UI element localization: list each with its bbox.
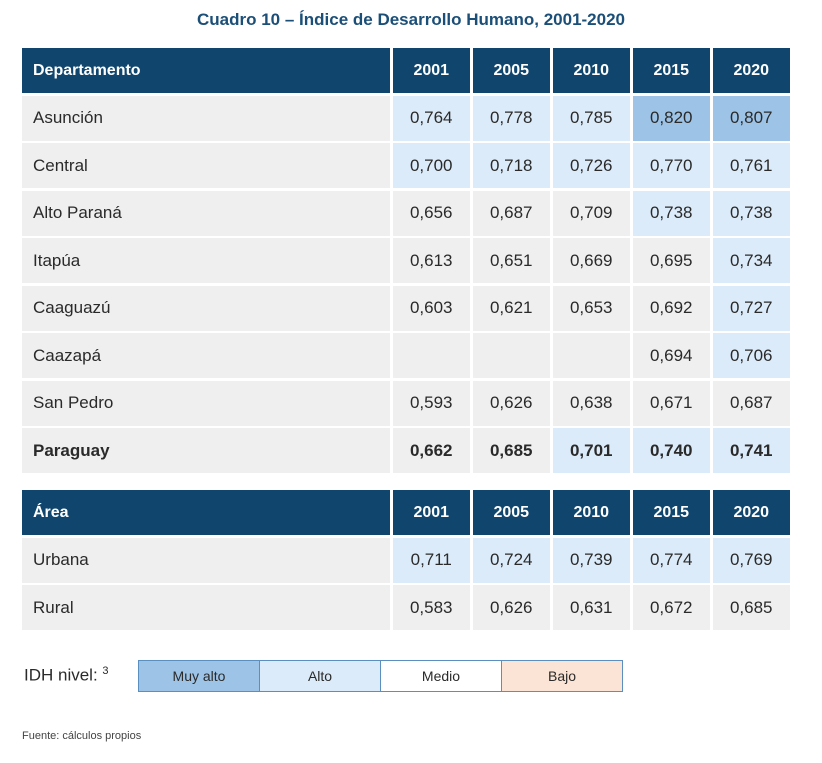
value-cell: 0,770 <box>632 143 710 188</box>
value-cell: 0,761 <box>712 143 790 188</box>
header-cell-2010: 2010 <box>552 490 630 535</box>
header-cell-2015: 2015 <box>632 490 710 535</box>
value-cell: 0,638 <box>552 380 630 426</box>
table-row: Caaguazú 0,603 0,621 0,653 0,692 0,727 <box>22 285 790 331</box>
value-cell: 0,603 <box>392 285 470 331</box>
header-cell-2020: 2020 <box>712 490 790 535</box>
header-cell-2015: 2015 <box>632 48 710 93</box>
value-cell: 0,626 <box>472 585 550 630</box>
value-cell: 0,631 <box>552 585 630 630</box>
value-cell: 0,685 <box>472 428 550 473</box>
value-cell: 0,593 <box>392 380 470 426</box>
row-label: Urbana <box>22 537 390 583</box>
value-cell: 0,711 <box>392 537 470 583</box>
value-cell: 0,687 <box>712 380 790 426</box>
legend-muy-alto: Muy alto <box>139 661 260 691</box>
value-cell: 0,694 <box>632 333 710 378</box>
row-label: Caazapá <box>22 333 390 378</box>
value-cell: 0,724 <box>472 537 550 583</box>
header-cell-2020: 2020 <box>712 48 790 93</box>
value-cell: 0,662 <box>392 428 470 473</box>
value-cell: 0,769 <box>712 537 790 583</box>
value-cell: 0,727 <box>712 285 790 331</box>
row-label: Paraguay <box>22 428 390 473</box>
value-cell: 0,807 <box>712 95 790 141</box>
value-cell: 0,820 <box>632 95 710 141</box>
header-cell-2010: 2010 <box>552 48 630 93</box>
value-cell: 0,695 <box>632 238 710 283</box>
legend-label-text: IDH nivel: <box>24 665 98 685</box>
table-row: Urbana 0,711 0,724 0,739 0,774 0,769 <box>22 537 790 583</box>
header-cell-area: Área <box>22 490 390 535</box>
value-cell: 0,626 <box>472 380 550 426</box>
value-cell: 0,738 <box>632 190 710 236</box>
value-cell: 0,700 <box>392 143 470 188</box>
table-header-row: Área 2001 2005 2010 2015 2020 <box>22 490 790 535</box>
value-cell: 0,718 <box>472 143 550 188</box>
row-label: Itapúa <box>22 238 390 283</box>
header-cell-2005: 2005 <box>472 490 550 535</box>
idh-department-table: Departamento 2001 2005 2010 2015 2020 As… <box>22 48 790 476</box>
idh-area-table: Área 2001 2005 2010 2015 2020 Urbana 0,71… <box>22 490 790 633</box>
table-row: Caazapá 0,694 0,706 <box>22 333 790 378</box>
value-cell: 0,685 <box>712 585 790 630</box>
table-header-row: Departamento 2001 2005 2010 2015 2020 <box>22 48 790 93</box>
value-cell: 0,774 <box>632 537 710 583</box>
source-note: Fuente: cálculos propios <box>22 730 142 742</box>
table-row: Rural 0,583 0,626 0,631 0,672 0,685 <box>22 585 790 630</box>
table-row: Alto Paraná 0,656 0,687 0,709 0,738 0,738 <box>22 190 790 236</box>
value-cell: 0,740 <box>632 428 710 473</box>
value-cell: 0,764 <box>392 95 470 141</box>
table-row: Paraguay 0,662 0,685 0,701 0,740 0,741 <box>22 428 790 473</box>
value-cell: 0,706 <box>712 333 790 378</box>
value-cell: 0,669 <box>552 238 630 283</box>
legend-medio: Medio <box>381 661 502 691</box>
row-label: Caaguazú <box>22 285 390 331</box>
legend-bajo: Bajo <box>502 661 622 691</box>
row-label: Rural <box>22 585 390 630</box>
table-row: Itapúa 0,613 0,651 0,669 0,695 0,734 <box>22 238 790 283</box>
value-cell: 0,785 <box>552 95 630 141</box>
value-cell: 0,778 <box>472 95 550 141</box>
value-cell: 0,701 <box>552 428 630 473</box>
row-label: Alto Paraná <box>22 190 390 236</box>
value-cell <box>472 333 550 378</box>
header-cell-2001: 2001 <box>392 48 470 93</box>
value-cell: 0,621 <box>472 285 550 331</box>
value-cell: 0,613 <box>392 238 470 283</box>
row-label: Central <box>22 143 390 188</box>
value-cell: 0,739 <box>552 537 630 583</box>
value-cell: 0,672 <box>632 585 710 630</box>
value-cell: 0,687 <box>472 190 550 236</box>
footnote-marker: 3 <box>102 665 109 677</box>
value-cell: 0,709 <box>552 190 630 236</box>
value-cell: 0,734 <box>712 238 790 283</box>
value-cell: 0,726 <box>552 143 630 188</box>
table-row: San Pedro 0,593 0,626 0,638 0,671 0,687 <box>22 380 790 426</box>
value-cell: 0,738 <box>712 190 790 236</box>
value-cell: 0,651 <box>472 238 550 283</box>
value-cell: 0,656 <box>392 190 470 236</box>
header-cell-2005: 2005 <box>472 48 550 93</box>
value-cell: 0,692 <box>632 285 710 331</box>
row-label: San Pedro <box>22 380 390 426</box>
value-cell: 0,671 <box>632 380 710 426</box>
table-row: Central 0,700 0,718 0,726 0,770 0,761 <box>22 143 790 188</box>
value-cell: 0,653 <box>552 285 630 331</box>
legend-label: IDH nivel: 3 <box>24 665 109 686</box>
row-label: Asunción <box>22 95 390 141</box>
value-cell: 0,741 <box>712 428 790 473</box>
value-cell <box>392 333 470 378</box>
legend-alto: Alto <box>260 661 381 691</box>
header-cell-2001: 2001 <box>392 490 470 535</box>
value-cell <box>552 333 630 378</box>
table-title: Cuadro 10 – Índice de Desarrollo Humano,… <box>197 10 625 29</box>
idh-level-legend: Muy alto Alto Medio Bajo <box>138 660 623 692</box>
header-cell-departamento: Departamento <box>22 48 390 93</box>
value-cell: 0,583 <box>392 585 470 630</box>
table-row: Asunción 0,764 0,778 0,785 0,820 0,807 <box>22 95 790 141</box>
